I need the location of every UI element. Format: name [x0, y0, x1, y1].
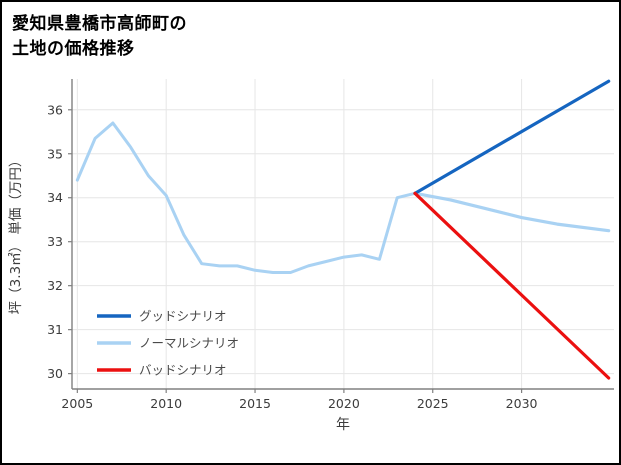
- x-axis-title: 年: [336, 417, 350, 433]
- legend-label-normal: ノーマルシナリオ: [139, 336, 239, 351]
- y-tick-label: 33: [47, 234, 63, 249]
- x-tick-label: 2005: [61, 396, 93, 411]
- series-history: [75, 121, 417, 274]
- y-tick-label: 30: [47, 366, 63, 381]
- price-trend-chart: 2005 2010 2015 2020 2025 2030 30 31 32 33 34 35 36 年 坪…: [8, 79, 614, 433]
- x-tick-label: 2010: [150, 396, 182, 411]
- series-good: [413, 79, 611, 195]
- x-tick-label: 2025: [417, 396, 449, 411]
- chart-title-line1: 愛知県豊橋市高師町の: [12, 14, 187, 34]
- chart-title: 愛知県豊橋市高師町の 土地の価格推移: [2, 2, 619, 66]
- legend-label-bad: バッドシナリオ: [139, 363, 227, 378]
- y-tick-label: 35: [47, 146, 63, 161]
- y-tick-label: 34: [47, 190, 63, 205]
- y-tick-label: 32: [47, 278, 63, 293]
- series-normal: [413, 191, 611, 233]
- y-tick-label: 31: [47, 322, 63, 337]
- y-tick-label: 36: [47, 102, 63, 117]
- x-tick-label: 2030: [506, 396, 538, 411]
- x-tick-label: 2020: [328, 396, 360, 411]
- y-axis-title: 坪（3.3㎡） 単価（万円）: [8, 154, 24, 315]
- x-tick-label: 2015: [239, 396, 271, 411]
- series-bad: [413, 191, 611, 380]
- chart-title-line2: 土地の価格推移: [12, 38, 135, 59]
- legend-label-good: グッドシナリオ: [139, 309, 227, 324]
